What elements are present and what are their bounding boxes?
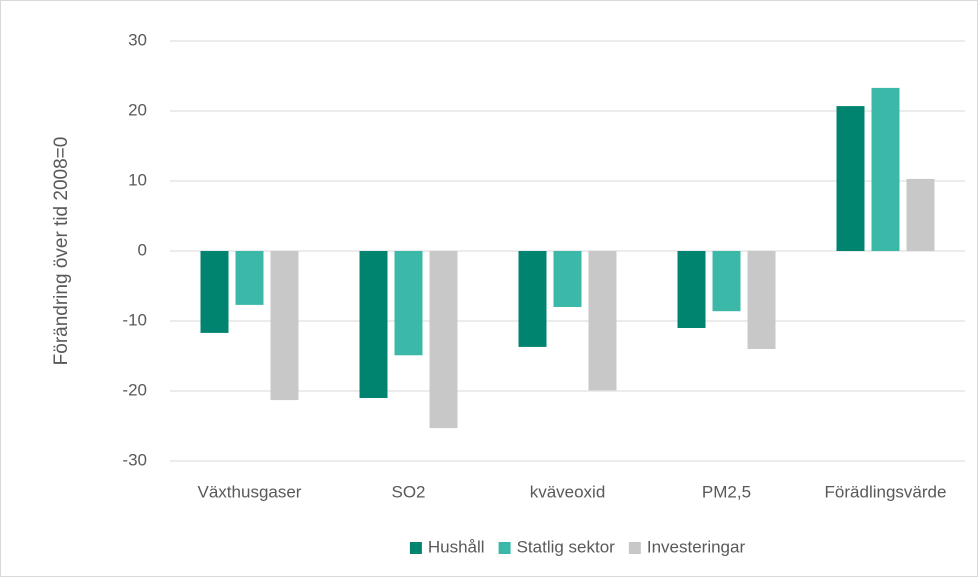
bar xyxy=(518,251,547,347)
legend-label: Investeringar xyxy=(647,537,746,556)
bar xyxy=(553,251,582,307)
bar xyxy=(906,178,935,251)
bar xyxy=(712,251,741,312)
legend-label: Hushåll xyxy=(428,537,485,556)
bar xyxy=(359,251,388,398)
y-tick-label: -10 xyxy=(122,310,147,329)
y-tick-label: 20 xyxy=(128,100,147,119)
x-tick-label: PM2,5 xyxy=(702,482,751,501)
legend-swatch xyxy=(628,542,641,554)
bar xyxy=(235,251,264,305)
bar xyxy=(270,251,299,401)
y-tick-label: 30 xyxy=(128,30,147,49)
bar xyxy=(871,87,900,252)
x-tick-label: Växthusgaser xyxy=(198,482,302,501)
y-tick-label: -20 xyxy=(122,380,147,399)
x-tick-label: kväveoxid xyxy=(530,482,606,501)
y-tick-label: 0 xyxy=(138,240,147,259)
x-tick-label: Förädlingsvärde xyxy=(825,482,947,501)
bar xyxy=(429,251,458,429)
y-axis-label: Förändring över tid 2008=0 xyxy=(51,137,72,366)
legend-swatch xyxy=(409,542,422,554)
bar xyxy=(747,251,776,349)
legend-label: Statlig sektor xyxy=(517,537,616,556)
legend-swatch xyxy=(498,542,511,554)
x-tick-label: SO2 xyxy=(391,482,425,501)
bar xyxy=(836,106,865,251)
bar xyxy=(394,251,423,356)
bar xyxy=(677,251,706,328)
y-tick-label: -30 xyxy=(122,450,147,469)
bar xyxy=(588,251,617,391)
bar xyxy=(200,251,229,333)
y-tick-label: 10 xyxy=(128,170,147,189)
